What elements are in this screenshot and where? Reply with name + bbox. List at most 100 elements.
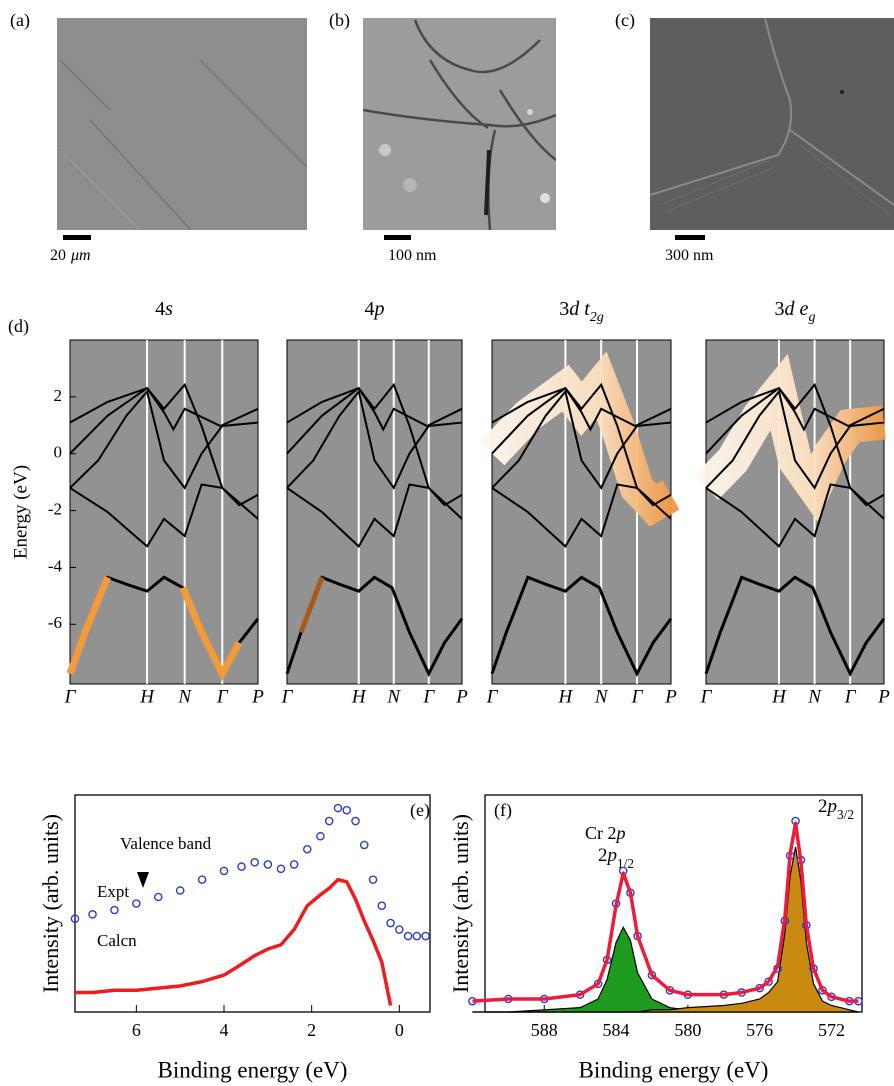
band <box>69 386 259 432</box>
band <box>705 382 885 507</box>
band-panel <box>66 339 260 685</box>
data-point <box>197 875 207 884</box>
band-title-part: d <box>569 298 580 320</box>
panel-label: (c) <box>615 10 635 31</box>
band-title: 3d t2g <box>559 298 604 325</box>
x-tick-label: 584 <box>603 1020 630 1040</box>
annotation: Cr 2p <box>585 823 626 843</box>
panel-label: (f) <box>494 800 512 821</box>
y-tick-label: -2 <box>48 499 62 518</box>
band-panel <box>479 339 680 685</box>
data-point <box>359 840 369 850</box>
band-title-part: 3 <box>775 298 785 320</box>
scale-bar <box>384 235 411 240</box>
data-point <box>70 914 80 923</box>
data-point <box>316 831 325 841</box>
band <box>286 382 463 507</box>
x-tick-label: 576 <box>746 1020 773 1040</box>
data-point <box>153 892 163 902</box>
data-point <box>237 862 246 871</box>
data-point <box>333 803 343 813</box>
y-tick-label: -6 <box>48 613 62 632</box>
plot-frame <box>74 794 431 1013</box>
orbital-weight <box>179 586 243 682</box>
band-title: 4s <box>155 298 173 320</box>
data-point <box>276 864 286 874</box>
orbital-weight <box>66 576 111 675</box>
scale-bar-label-part: 300 nm <box>665 247 714 264</box>
peak-label-part: 1/2 <box>617 856 634 871</box>
annotation-part: Cr 2 <box>585 823 617 843</box>
band-background <box>69 339 259 685</box>
panel-label: (b) <box>329 10 350 31</box>
data-point <box>289 860 299 869</box>
band <box>705 386 885 432</box>
band-title-part: g <box>808 310 815 325</box>
band-title-part: d <box>785 298 796 320</box>
band <box>491 483 672 548</box>
scale-bar-label: 20 μm <box>50 247 91 264</box>
band <box>69 389 259 490</box>
data-point <box>110 905 119 915</box>
k-point-label: Γ <box>422 686 435 707</box>
band-background <box>286 339 463 685</box>
panel-label: (e) <box>410 800 430 821</box>
peak-label-part: 3/2 <box>837 807 854 822</box>
k-point-label: Γ <box>486 686 499 707</box>
scale-bar <box>675 235 705 240</box>
band <box>69 483 259 548</box>
k-point-label: N <box>177 686 192 707</box>
peak-label: 2p1/2 <box>598 845 634 870</box>
data-point <box>132 899 141 908</box>
band <box>69 382 259 507</box>
band <box>491 386 672 432</box>
band <box>491 389 672 490</box>
k-point-label: Γ <box>844 686 857 707</box>
band-panel <box>285 339 464 685</box>
orbital-weight <box>298 576 325 634</box>
data-point <box>263 860 273 869</box>
peak-label-part: 2 <box>818 796 828 817</box>
band-title: 3d eg <box>775 298 816 325</box>
series-label: Expt <box>97 882 129 901</box>
band-title-part: 3 <box>559 298 569 320</box>
band-title-part: s <box>165 298 173 320</box>
x-tick-label: 2 <box>307 1020 316 1040</box>
band-title-part: 2g <box>590 310 604 325</box>
micrograph-c <box>650 18 894 230</box>
x-axis-label: Binding energy (eV) <box>158 1057 348 1082</box>
band <box>286 386 463 432</box>
data-point <box>302 844 312 854</box>
data-point <box>219 866 229 876</box>
data-point <box>351 816 360 826</box>
band-title-part: t <box>584 298 590 320</box>
data-point <box>377 901 387 910</box>
scale-bar-label-part: μm <box>70 247 91 264</box>
y-axis-label: Intensity (arb. units) <box>448 814 473 993</box>
data-point <box>395 925 404 934</box>
micrograph-a <box>57 18 307 230</box>
scale-bar-label: 300 nm <box>665 247 714 264</box>
k-point-label: N <box>386 686 401 707</box>
k-point-label: H <box>139 686 155 707</box>
data-point <box>250 857 259 867</box>
k-point-label: Γ <box>700 686 713 707</box>
y-tick-label: 0 <box>54 443 63 462</box>
data-point <box>368 875 378 884</box>
data-point <box>386 918 395 928</box>
x-tick-label: 0 <box>395 1020 404 1040</box>
peak-label-part: p <box>606 845 618 866</box>
band <box>705 483 885 548</box>
x-tick-label: 588 <box>531 1020 558 1040</box>
band-panel <box>693 339 886 685</box>
component-area <box>472 846 859 1013</box>
y-axis-label: Intensity (arb. units) <box>38 814 63 993</box>
band <box>286 483 463 548</box>
annotation-part: p <box>615 823 626 843</box>
series-line <box>472 821 859 1003</box>
data-point <box>412 931 422 941</box>
band <box>490 575 673 678</box>
y-tick-label: 2 <box>54 386 63 405</box>
band <box>705 389 885 490</box>
